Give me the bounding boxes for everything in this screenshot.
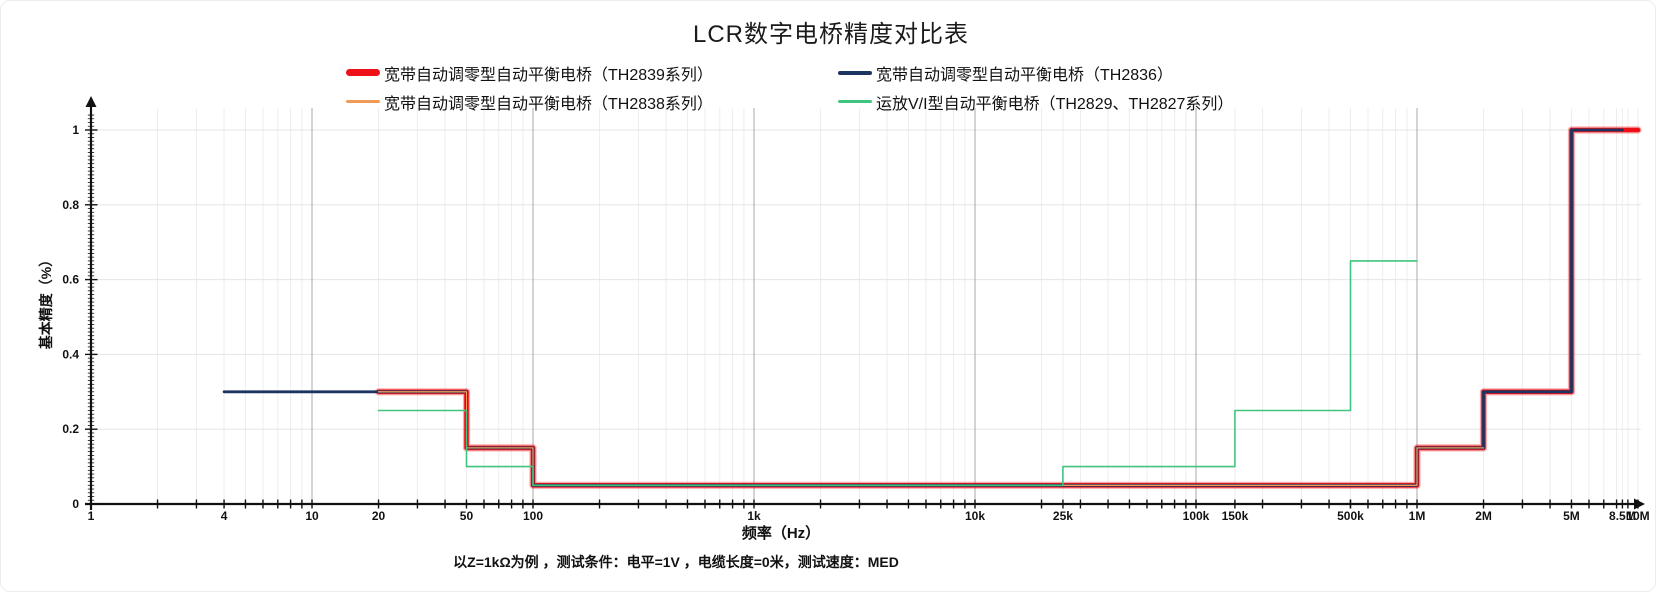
legend-label-th2839: 宽带自动调零型自动平衡电桥（TH2839系列） (384, 66, 713, 84)
series-th2836-line (222, 128, 1624, 487)
x-axis-arrow (1634, 498, 1645, 510)
legend-item-th2838[interactable]: 宽带自动调零型自动平衡电桥（TH2838系列） (346, 90, 838, 114)
x-tick-label-150k: 150k (1222, 509, 1249, 523)
legend-label-th2838: 宽带自动调零型自动平衡电桥（TH2838系列） (384, 95, 713, 113)
x-tick-labels: 1 4 10 20 50 100 1k 10k 25k 100k 150k 500k 1M 2M 5M 8.5… (88, 509, 1650, 523)
legend-item-th2839[interactable]: 宽带自动调零型自动平衡电桥（TH2839系列） (346, 61, 838, 85)
x-tick-label-100k: 100k (1183, 509, 1210, 523)
x-tick-label-5M: 5M (1563, 509, 1580, 523)
x-tick-label-500k: 500k (1337, 509, 1364, 523)
axes (85, 96, 1645, 510)
y-tick-label-1: 1 (72, 123, 79, 137)
legend-label-th2829: 运放V/I型自动平衡电桥（TH2829、TH2827系列） (876, 95, 1234, 113)
x-tick-label-2M: 2M (1475, 509, 1492, 523)
x-tick-label-1k: 1k (747, 509, 761, 523)
x-tick-label-50: 50 (460, 509, 474, 523)
x-tick-label-10: 10 (305, 509, 319, 523)
x-tick-label-4: 4 (221, 509, 228, 523)
legend-item-th2836[interactable]: 宽带自动调零型自动平衡电桥（TH2836） (838, 61, 1233, 85)
legend-item-th2829[interactable]: 运放V/I型自动平衡电桥（TH2829、TH2827系列） (838, 90, 1233, 114)
x-tick-label-1: 1 (88, 509, 95, 523)
y-tick-label-0.4: 0.4 (62, 347, 79, 361)
x-axis-title: 频率（Hz） (741, 525, 821, 542)
y-tick-label-0: 0 (72, 497, 79, 511)
x-tick-label-10k: 10k (965, 509, 985, 523)
x-tick-label-10M: 10M (1626, 509, 1649, 523)
series-th2838-line (377, 391, 1485, 486)
x-tick-label-1M: 1M (1409, 509, 1426, 523)
y-tick-label-0.8: 0.8 (62, 198, 79, 212)
legend-marker-th2839 (346, 69, 380, 76)
legend-marker-th2836 (838, 70, 872, 75)
series-th2839-line (376, 127, 1641, 488)
legend-marker-th2838 (346, 100, 380, 103)
y-tick-label-0.6: 0.6 (62, 273, 79, 287)
series-lines (222, 126, 1642, 489)
chart-title: LCR数字电桥精度对比表 (692, 21, 970, 48)
legend-label-th2836: 宽带自动调零型自动平衡电桥（TH2836） (876, 66, 1173, 84)
y-tick-label-0.2: 0.2 (62, 422, 79, 436)
grid-lines (91, 108, 1641, 504)
y-axis-title: 基本精度（%） (38, 252, 54, 350)
y-axis-arrow (85, 96, 97, 107)
x-tick-label-8.5M: 8.5M (1609, 509, 1636, 523)
series-th2839-halo (374, 126, 1642, 489)
test-conditions-caption: 以Z=1kΩ为例 ，测试条件：电平=1V ，电缆长度=0米，测试速度：MED (453, 554, 899, 570)
x-ticks (90, 499, 1639, 509)
y-tick-labels: 0 0.2 0.4 0.6 0.8 1 (62, 123, 79, 511)
x-tick-label-25k: 25k (1053, 509, 1073, 523)
legend-marker-th2829 (838, 100, 872, 103)
y-ticks (85, 114, 98, 505)
x-tick-label-20: 20 (372, 509, 386, 523)
legend: 宽带自动调零型自动平衡电桥（TH2839系列） 宽带自动调零型自动平衡电桥（TH… (346, 58, 1233, 116)
series-th2829-line (377, 260, 1418, 487)
x-tick-label-100: 100 (523, 509, 543, 523)
